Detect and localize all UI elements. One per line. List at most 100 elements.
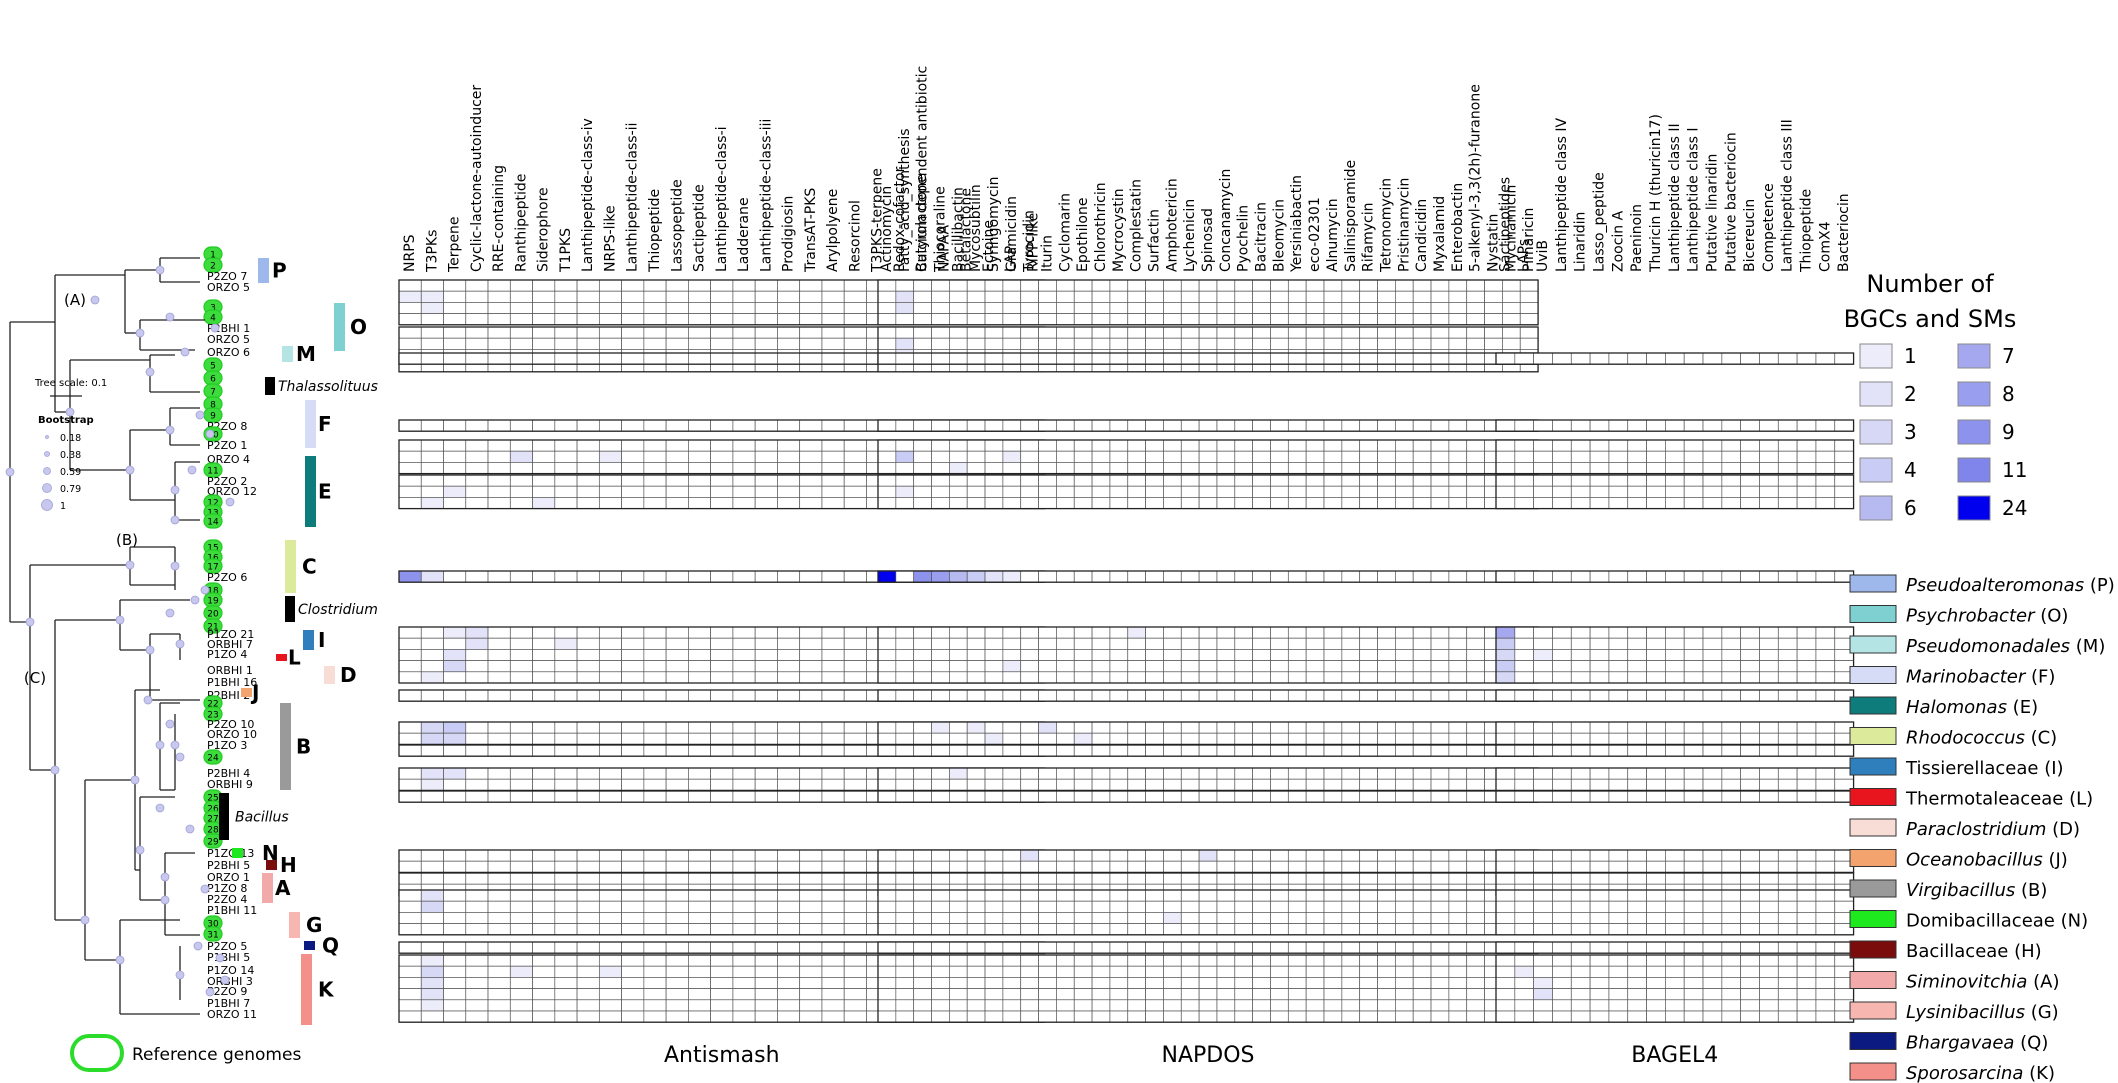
heatmap-cell	[1448, 497, 1468, 509]
heatmap-cell	[1073, 450, 1093, 463]
heatmap-cell	[1020, 290, 1039, 303]
reference-genome-number: 23	[207, 711, 218, 721]
heatmap-cell	[913, 954, 932, 967]
heatmap-cell	[1323, 860, 1343, 873]
heatmap-cell	[1430, 923, 1450, 936]
heatmap-cell	[1533, 744, 1553, 757]
heatmap-cell	[1127, 778, 1146, 791]
heatmap-cell	[576, 721, 600, 734]
heatmap-cell	[1430, 954, 1450, 967]
heatmap-cell	[1109, 689, 1129, 702]
reference-genome-number: 31	[207, 931, 218, 941]
heatmap-cell	[643, 279, 667, 292]
heatmap-cell	[532, 1010, 556, 1023]
heatmap-cell	[1091, 999, 1111, 1012]
heatmap-cell	[487, 999, 511, 1012]
heatmap-cell	[1359, 419, 1378, 432]
heatmap-cell	[754, 721, 778, 734]
heatmap-cell	[532, 732, 556, 745]
heatmap-cell	[621, 721, 645, 734]
heatmap-cell	[643, 649, 667, 661]
heatmap-cell	[1127, 744, 1146, 757]
heatmap-cell	[1552, 767, 1572, 780]
heatmap-column-label: Sactipeptides	[1497, 177, 1513, 272]
heatmap-cell	[1056, 849, 1075, 862]
heatmap-cell	[1683, 872, 1704, 885]
heatmap-block-border	[1495, 626, 1855, 684]
taxa-legend-swatch	[1849, 849, 1897, 867]
heatmap-cell	[420, 977, 444, 989]
heatmap-cell	[895, 637, 915, 650]
heatmap-cell	[576, 660, 600, 673]
heatmap-cell	[1305, 999, 1325, 1012]
group-marker-label: Clostridium	[298, 602, 378, 618]
heatmap-cell	[877, 326, 897, 339]
heatmap-cell	[1091, 941, 1111, 954]
heatmap-cell	[1570, 450, 1591, 463]
heatmap-cell	[509, 767, 533, 780]
heatmap-cell	[1216, 439, 1236, 452]
heatmap-cell	[966, 977, 986, 989]
heatmap-column-label: Gramicidin	[1004, 196, 1020, 272]
heatmap-cell	[1608, 860, 1629, 873]
heatmap-cell	[1127, 570, 1146, 583]
heatmap-cell	[1740, 721, 1760, 734]
heatmap-cell	[1109, 326, 1129, 339]
heatmap-cell	[732, 660, 756, 673]
heatmap-cell	[1020, 778, 1039, 791]
heatmap-column-label: Pyochelin	[1236, 205, 1252, 272]
heatmap-cell	[1570, 660, 1591, 673]
heatmap-cell	[1341, 988, 1361, 1001]
heatmap-cell	[966, 965, 986, 978]
heatmap-cell	[877, 485, 897, 498]
heatmap-cell	[465, 497, 489, 509]
bootstrap-node	[135, 328, 145, 338]
heatmap-cell	[843, 337, 867, 350]
heatmap-cell	[1377, 860, 1396, 873]
heatmap-cell	[1341, 872, 1361, 885]
heatmap-cell	[931, 570, 950, 583]
heatmap-cell	[821, 923, 845, 936]
heatmap-cell	[688, 474, 711, 487]
heatmap-cell	[1287, 889, 1307, 902]
heatmap-cell	[754, 485, 778, 498]
heatmap-cell	[1056, 954, 1075, 967]
heatmap-cell	[732, 889, 756, 902]
heatmap-cell	[1002, 1010, 1022, 1023]
heatmap-cell	[665, 941, 689, 954]
heatmap-cell	[1466, 474, 1485, 487]
heatmap-cell	[1109, 732, 1129, 745]
heatmap-cell	[509, 900, 533, 913]
heatmap-cell	[1038, 900, 1057, 913]
heatmap-column-label: Ranthipeptide	[513, 174, 529, 272]
bootstrap-node	[25, 617, 35, 627]
heatmap-cell	[1038, 337, 1057, 350]
heatmap-cell	[1216, 290, 1236, 303]
heatmap-cell	[1796, 889, 1817, 902]
heatmap-cell	[1646, 988, 1666, 1001]
taxon-label: P1BHI 5	[207, 951, 250, 964]
heatmap-cell	[843, 767, 867, 780]
heatmap-cell	[688, 313, 711, 326]
heatmap-cell	[643, 302, 667, 314]
group-marker-label: O	[350, 315, 367, 339]
heatmap-cell	[895, 790, 915, 803]
heatmap: NRPS T3PKs Terpene Cyclic-lactone-autoinduc…	[398, 66, 1855, 1068]
count-legend-label: 2	[1904, 382, 1917, 406]
heatmap-cell	[799, 721, 823, 734]
heatmap-cell	[777, 923, 801, 936]
heatmap-cell	[487, 279, 511, 292]
heatmap-cell	[1216, 279, 1236, 292]
taxa-legend-label: Domibacillaceae (N)	[1906, 911, 2088, 932]
heatmap-cell	[1323, 352, 1343, 365]
heatmap-cell	[799, 860, 823, 873]
heatmap-column-label: Terpene	[447, 216, 463, 273]
heatmap-cell	[1683, 1010, 1704, 1023]
heatmap-cell	[895, 1010, 915, 1023]
heatmap-cell	[621, 660, 645, 673]
heatmap-cell	[665, 279, 689, 292]
heatmap-cell	[665, 965, 689, 978]
heatmap-cell	[1412, 419, 1432, 432]
heatmap-cell	[1395, 732, 1414, 745]
heatmap-cell	[913, 626, 932, 639]
